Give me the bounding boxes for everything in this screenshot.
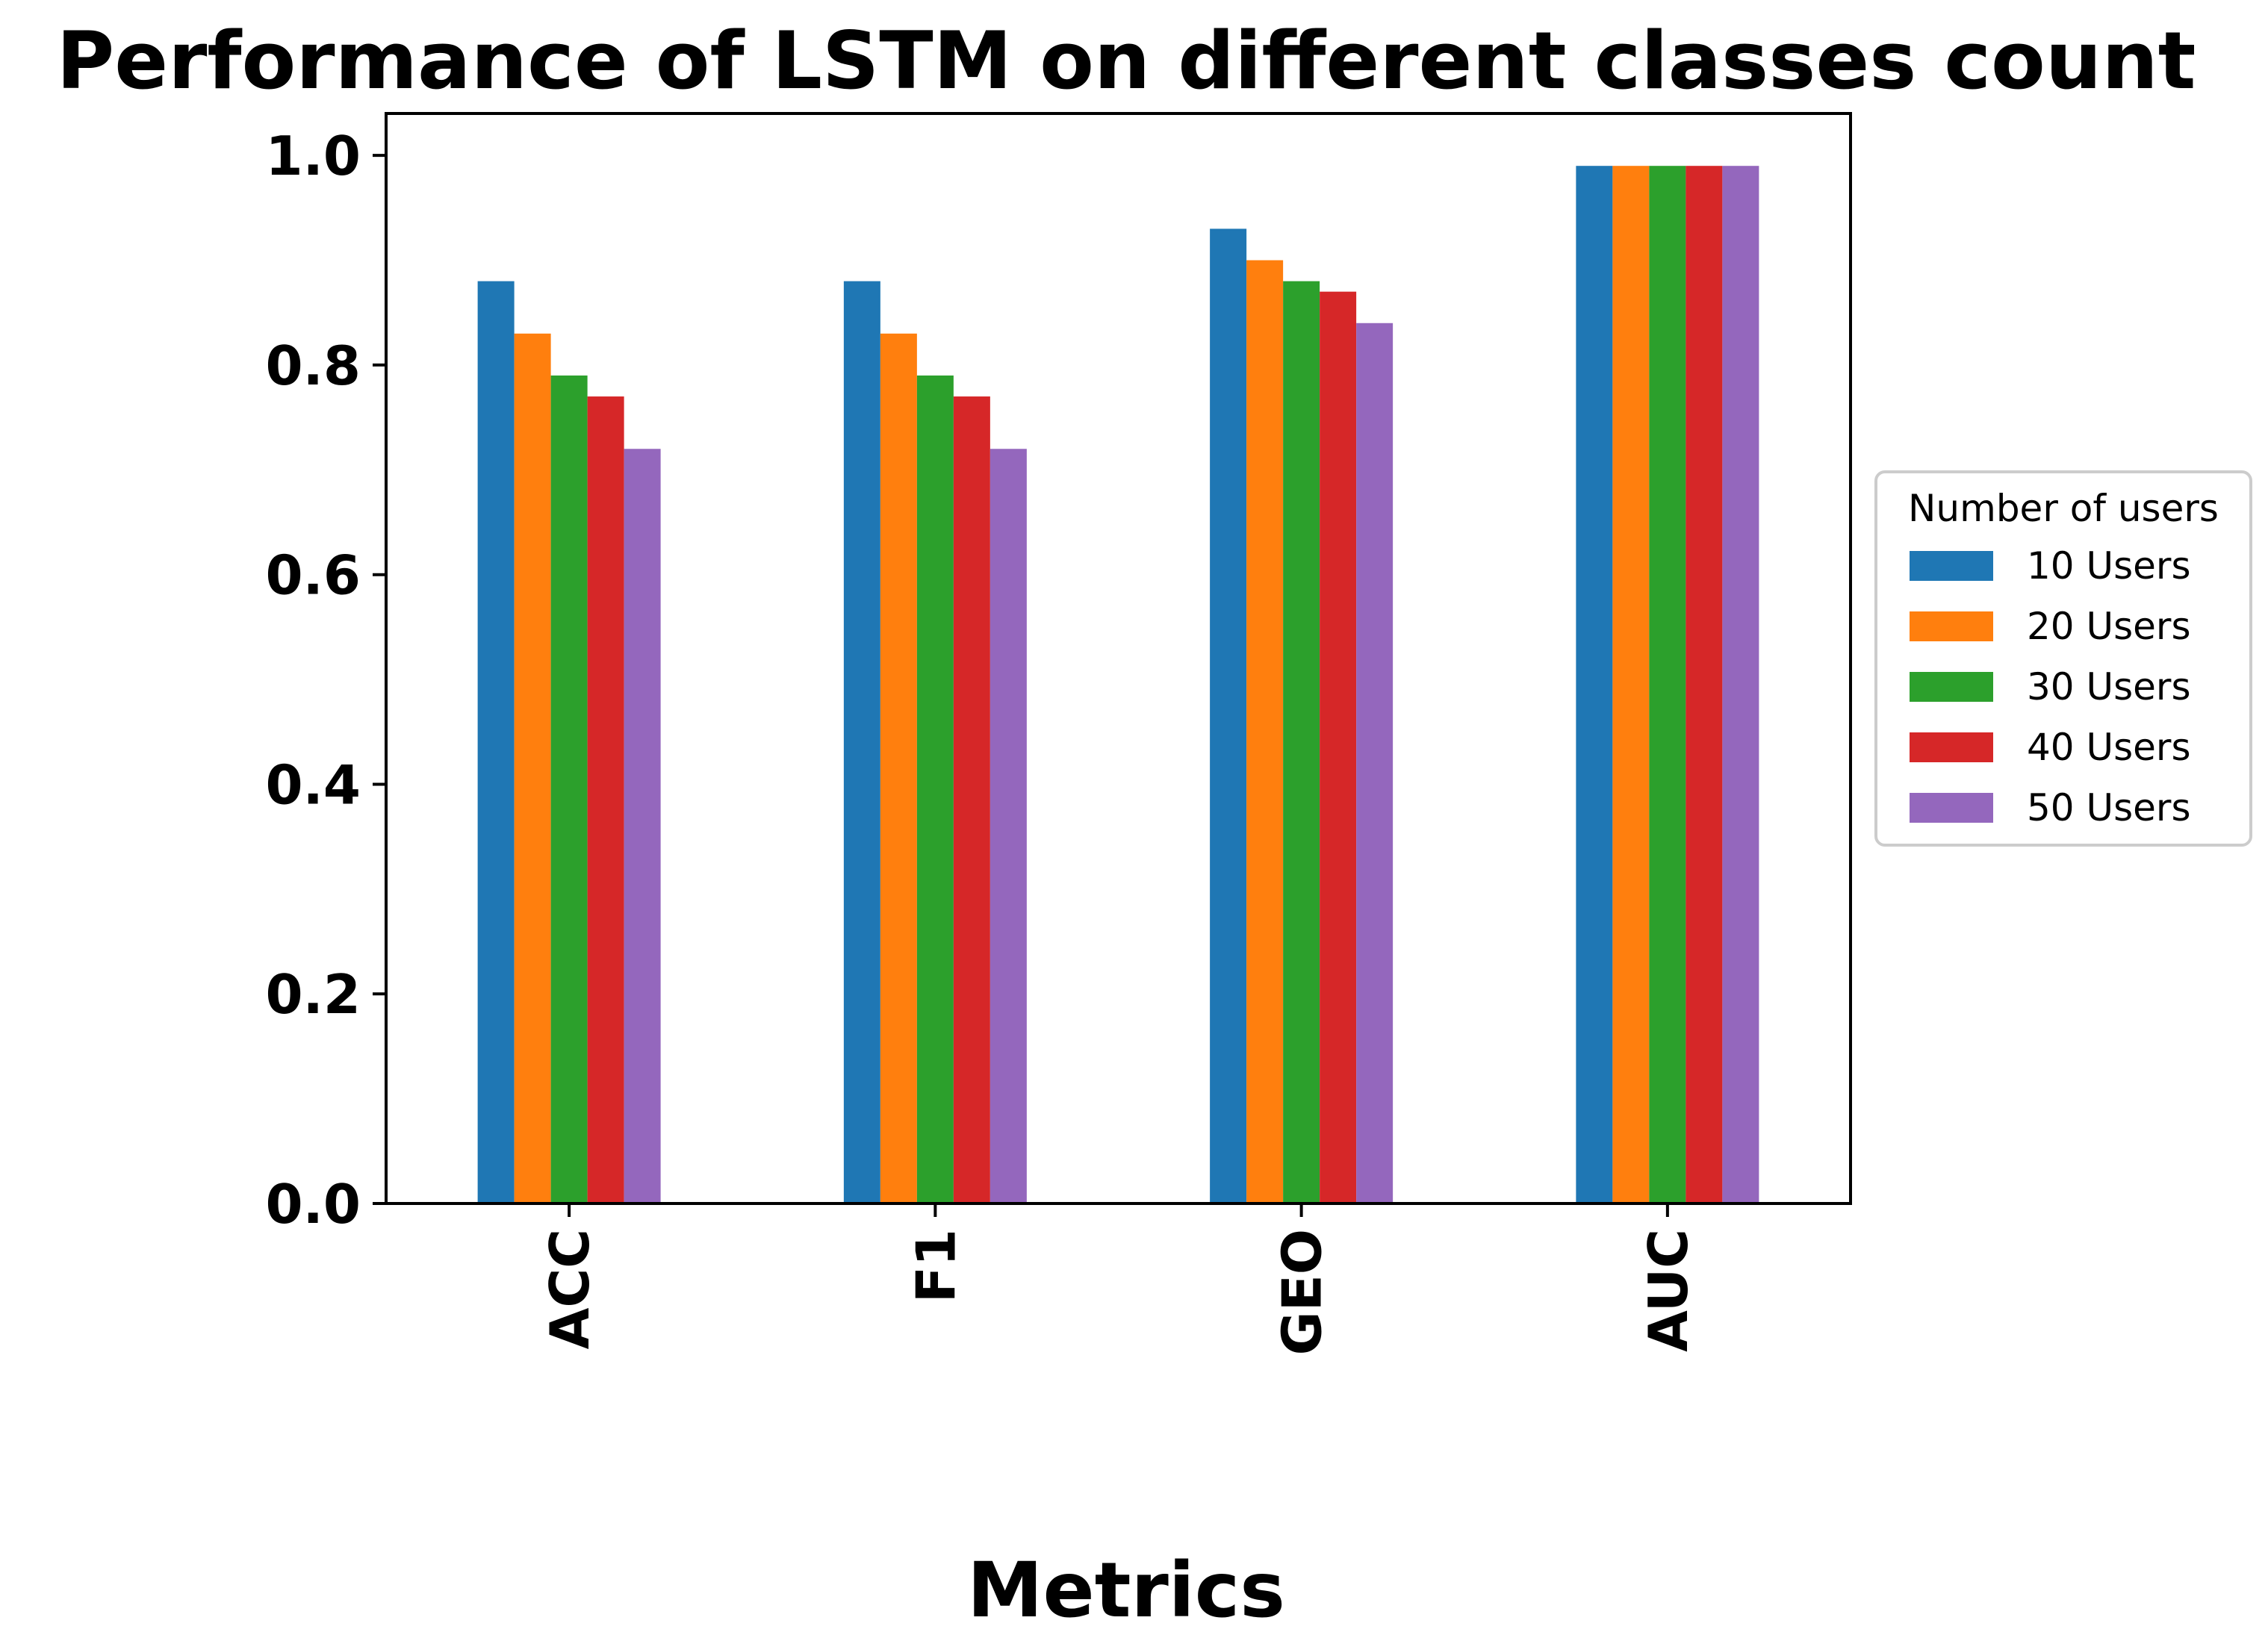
bar-acc-30-users xyxy=(550,375,588,1203)
bar-f1-10-users xyxy=(843,281,880,1204)
legend-swatch xyxy=(1910,793,1993,823)
y-axis: 0.0 0.2 0.4 0.6 0.8 1.0 xyxy=(265,125,386,1236)
y-tick-label: 0.8 xyxy=(265,334,361,397)
bar-geo-40-users xyxy=(1320,291,1357,1204)
bar-geo-10-users xyxy=(1210,228,1247,1203)
x-tick-label: ACC xyxy=(538,1229,601,1349)
bar-auc-10-users xyxy=(1576,166,1613,1204)
bar-auc-40-users xyxy=(1686,166,1723,1204)
legend-title: Number of users xyxy=(1908,487,2219,530)
bar-geo-50-users xyxy=(1356,323,1394,1203)
bar-f1-50-users xyxy=(989,449,1027,1203)
legend-swatch xyxy=(1910,551,1993,581)
legend-label: 30 Users xyxy=(2027,665,2191,709)
plot-frame xyxy=(385,112,1852,1205)
bar-acc-50-users xyxy=(624,449,661,1203)
legend-label: 20 Users xyxy=(2027,605,2191,648)
chart-title: Performance of LSTM on different classes… xyxy=(57,15,2196,107)
y-tick-label: 0.2 xyxy=(265,963,361,1026)
x-axis-label: Metrics xyxy=(967,1546,1285,1635)
y-tick-label: 0.4 xyxy=(265,753,361,816)
bar-acc-10-users xyxy=(477,281,515,1204)
legend-label: 40 Users xyxy=(2027,726,2191,769)
x-tick-label: GEO xyxy=(1271,1229,1334,1356)
bar-acc-40-users xyxy=(587,396,624,1203)
legend-swatch xyxy=(1910,732,1993,762)
bar-auc-50-users xyxy=(1722,166,1759,1204)
bar-auc-20-users xyxy=(1612,166,1650,1204)
legend-entries: 10 Users 20 Users 30 Users 40 Users 50 Users xyxy=(1910,544,2191,829)
x-axis: ACC F1 GEO AUC xyxy=(538,1203,1700,1356)
x-tick-label: F1 xyxy=(904,1229,967,1303)
y-tick-label: 1.0 xyxy=(265,125,361,187)
bar-f1-30-users xyxy=(916,375,954,1203)
legend-label: 50 Users xyxy=(2027,786,2191,829)
bar-f1-40-users xyxy=(953,396,990,1203)
bar-geo-30-users xyxy=(1283,281,1320,1204)
bar-acc-20-users xyxy=(514,333,551,1204)
bars-group xyxy=(477,166,1759,1204)
bar-auc-30-users xyxy=(1649,166,1686,1204)
bar-f1-20-users xyxy=(880,333,917,1204)
y-tick-label: 0.6 xyxy=(265,544,361,607)
legend-label: 10 Users xyxy=(2027,544,2191,588)
x-tick-label: AUC xyxy=(1637,1229,1700,1352)
y-tick-label: 0.0 xyxy=(265,1173,361,1236)
bar-geo-20-users xyxy=(1246,260,1284,1203)
legend-swatch xyxy=(1910,672,1993,702)
legend-swatch xyxy=(1910,611,1993,641)
legend: Number of users 10 Users 20 Users 30 Users… xyxy=(1874,470,2252,847)
